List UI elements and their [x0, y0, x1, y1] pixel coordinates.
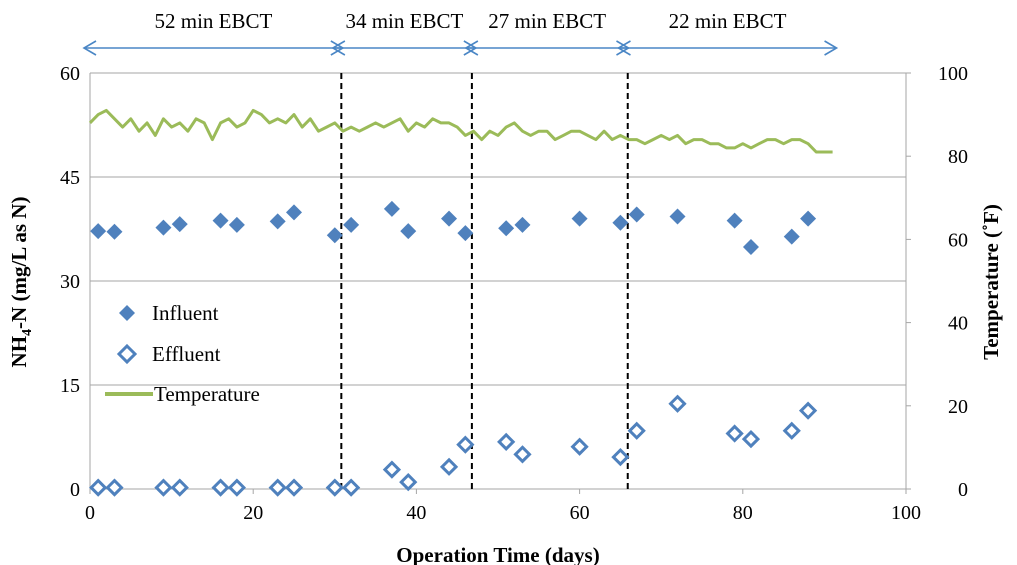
phase-label-4: 22 min EBCT — [669, 9, 787, 33]
effluent-point — [513, 445, 532, 464]
effluent-point — [570, 437, 589, 456]
influent-point — [726, 212, 743, 229]
effluent-point — [341, 478, 361, 497]
influent-point — [90, 223, 107, 240]
effluent-point — [399, 472, 418, 492]
tick-labels: 0 20 40 60 80 100 0 15 30 45 60 0 20 40 60 80 100 — [60, 63, 968, 524]
y-right-tick-label-80: 80 — [948, 146, 968, 168]
effluent-point — [154, 478, 173, 497]
y-right-tick-label-60: 60 — [948, 229, 968, 251]
legend-effluent-marker — [116, 343, 138, 365]
influent-point — [783, 228, 800, 245]
effluent-point — [456, 435, 475, 454]
phase-arrow-head-left-3 — [464, 40, 479, 56]
effluent-point — [325, 478, 344, 497]
phase-arrow-head-left-2 — [331, 40, 346, 56]
legend-influent-marker — [119, 305, 135, 321]
effluent-point — [627, 421, 646, 440]
influent-point — [800, 210, 817, 227]
right-axis-title: Temperature (˚F) — [979, 204, 1003, 360]
effluent-point — [105, 478, 124, 497]
y-right-tick-label-100: 100 — [938, 63, 968, 85]
influent-point — [212, 212, 229, 229]
influent-point — [669, 208, 686, 225]
phase-label-2: 34 min EBCT — [345, 9, 463, 33]
temperature-series — [88, 108, 833, 154]
left-axis-title-rest: -N (mg/L as N) — [7, 197, 31, 329]
influent-point — [228, 216, 245, 233]
influent-point — [171, 216, 188, 233]
effluent-point — [497, 432, 516, 451]
influent-point — [457, 225, 474, 242]
effluent-point — [439, 457, 459, 476]
phase-annotations: 52 min EBCT 34 min EBCT 27 min EBCT 22 min … — [82, 9, 839, 56]
effluent-point — [741, 429, 761, 449]
influent-point — [514, 216, 531, 233]
y-left-tick-label-0: 0 — [70, 479, 80, 501]
x-axis-title: Operation Time (days) — [396, 543, 599, 565]
x-tick-label-0: 0 — [85, 502, 95, 524]
effluent-point — [382, 460, 402, 479]
influent-point — [326, 227, 343, 244]
influent-point — [106, 223, 123, 240]
effluent-point — [668, 394, 687, 413]
influent-point — [286, 204, 302, 221]
phase-label-1: 52 min EBCT — [155, 9, 273, 33]
influent-point — [441, 210, 458, 227]
left-axis-title: NH4-N (mg/L as N) — [7, 197, 35, 368]
phase-label-3: 27 min EBCT — [488, 9, 606, 33]
influent-point — [400, 223, 417, 240]
influent-point — [383, 200, 400, 217]
y-left-tick-label-45: 45 — [60, 167, 80, 189]
effluent-point — [89, 478, 108, 497]
legend-effluent-label: Effluent — [152, 342, 221, 366]
legend-temperature-label: Temperature — [154, 382, 260, 406]
effluent-point — [268, 478, 287, 497]
left-axis-title-subscript: 4 — [20, 329, 35, 336]
y-right-tick-label-20: 20 — [948, 396, 968, 418]
y-right-tick-label-0: 0 — [958, 479, 968, 501]
effluent-point — [725, 424, 744, 443]
effluent-point — [611, 447, 630, 467]
y-right-tick-label-40: 40 — [948, 313, 968, 335]
y-left-tick-label-15: 15 — [60, 375, 80, 397]
effluent-point — [211, 478, 230, 497]
effluent-point — [284, 478, 304, 497]
effluent-point — [227, 478, 247, 497]
effluent-series — [89, 394, 818, 497]
grid-lines — [90, 72, 906, 386]
x-tick-label-20: 20 — [243, 502, 263, 524]
temperature-line — [88, 108, 833, 154]
legend: Influent Effluent Temperature — [105, 301, 260, 406]
influent-point — [628, 206, 645, 223]
influent-point — [498, 220, 515, 237]
effluent-point — [798, 401, 818, 420]
phase-arrow-head-right-4 — [824, 40, 839, 56]
influent-point — [571, 210, 588, 227]
phase-arrow-head-left-1 — [82, 40, 97, 56]
influent-point — [343, 216, 360, 233]
influent-point — [612, 214, 629, 231]
effluent-point — [782, 421, 801, 440]
influent-series — [90, 200, 817, 256]
y-left-tick-label-60: 60 — [60, 63, 80, 85]
y-left-tick-label-30: 30 — [60, 271, 80, 293]
influent-point — [155, 219, 172, 236]
x-tick-label-40: 40 — [406, 502, 426, 524]
influent-point — [742, 239, 759, 256]
phase-arrow-head-left-4 — [616, 40, 631, 56]
influent-point — [269, 213, 286, 230]
left-axis-title-main: NH — [7, 336, 31, 368]
x-tick-label-100: 100 — [891, 502, 921, 524]
x-tick-label-80: 80 — [733, 502, 753, 524]
legend-influent-label: Influent — [152, 301, 219, 325]
x-tick-label-60: 60 — [570, 502, 590, 524]
effluent-point — [170, 478, 189, 497]
